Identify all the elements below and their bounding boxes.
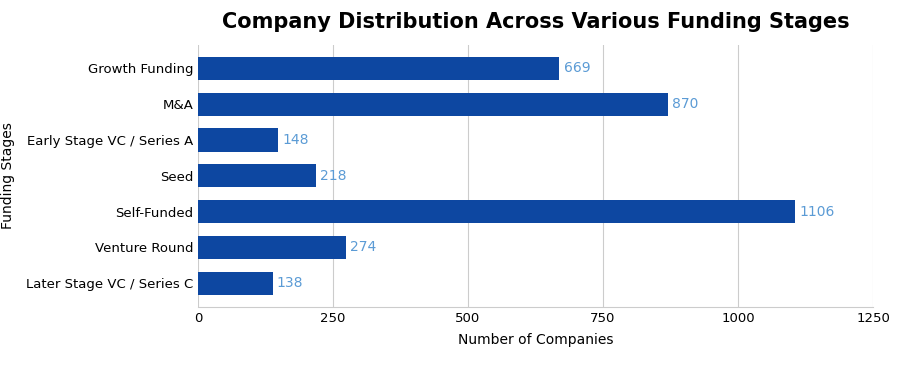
Bar: [198, 272, 273, 295]
Text: 870: 870: [672, 97, 698, 111]
Text: 669: 669: [563, 61, 590, 76]
Bar: [198, 200, 796, 223]
Text: 274: 274: [350, 240, 376, 254]
Title: Company Distribution Across Various Funding Stages: Company Distribution Across Various Fund…: [221, 12, 850, 32]
Bar: [198, 164, 316, 187]
Bar: [198, 93, 668, 116]
Y-axis label: Funding Stages: Funding Stages: [1, 122, 14, 229]
Bar: [198, 236, 346, 259]
Text: 1106: 1106: [799, 205, 835, 218]
X-axis label: Number of Companies: Number of Companies: [458, 333, 613, 347]
Text: 148: 148: [283, 133, 309, 147]
Bar: [198, 128, 278, 151]
Text: 218: 218: [320, 169, 346, 183]
Bar: [198, 57, 559, 80]
Text: 138: 138: [277, 276, 303, 290]
